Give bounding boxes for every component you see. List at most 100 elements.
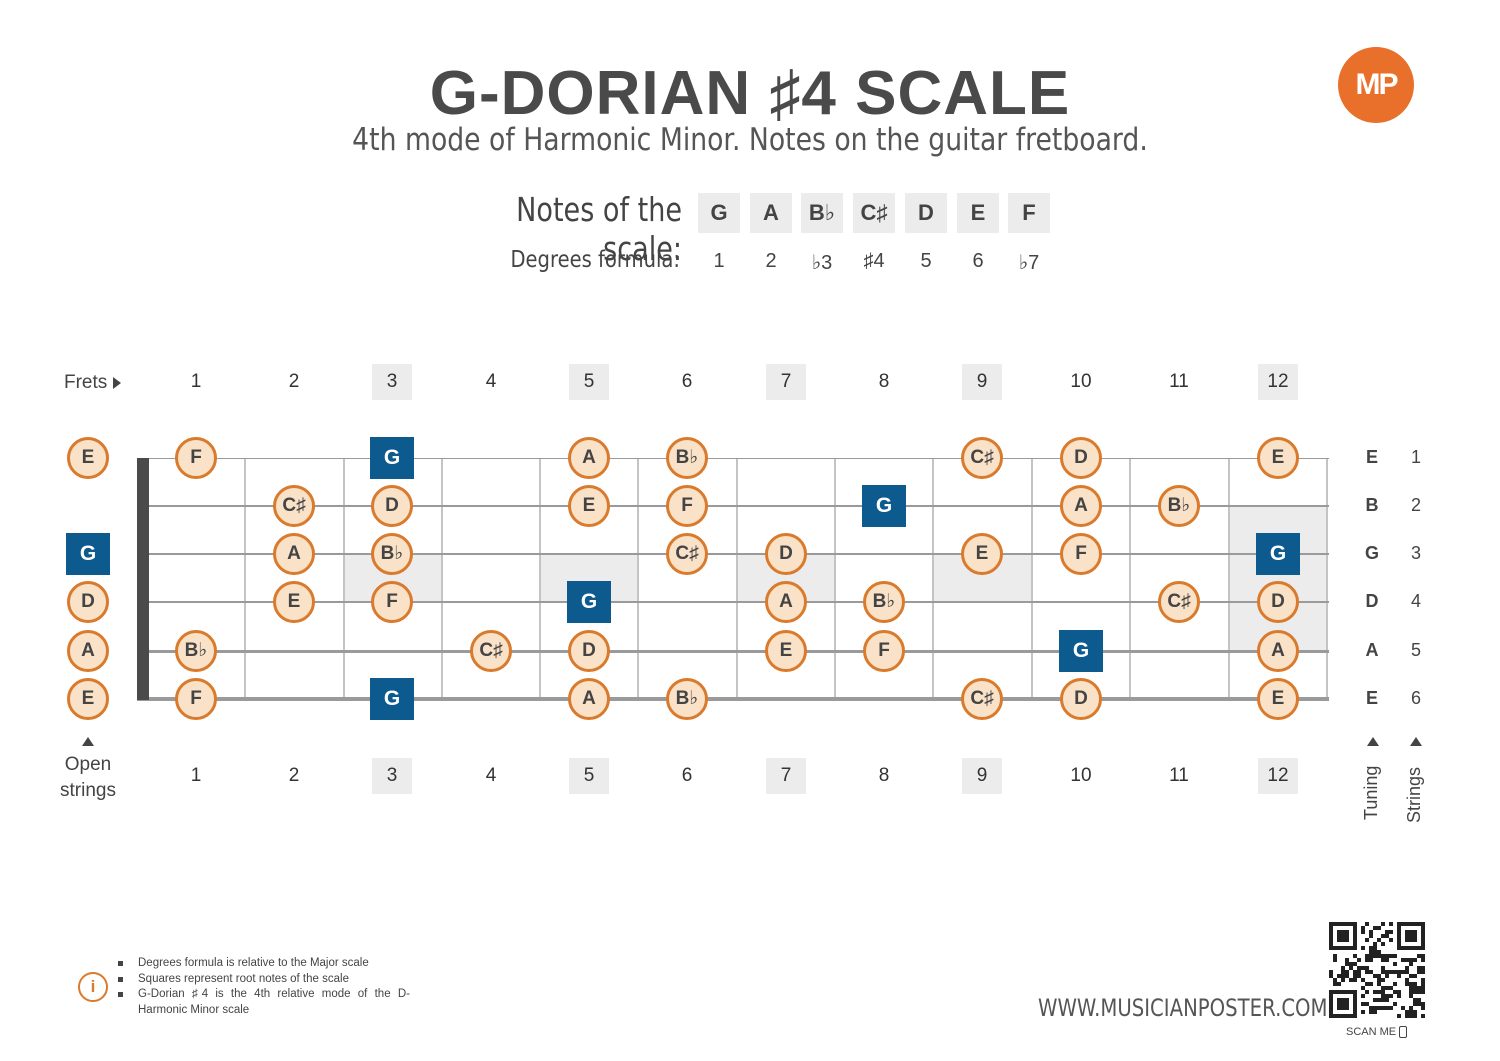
fret-number: 2 xyxy=(288,371,300,392)
notes-of-scale-label: Notes of the scale: xyxy=(516,190,682,268)
frets-label: Frets xyxy=(64,372,122,394)
bullet-icon xyxy=(118,976,123,982)
fret-number: 5 xyxy=(569,364,609,400)
fret-number: 7 xyxy=(766,758,806,794)
footnotes: Degrees formula is relative to the Major… xyxy=(118,956,410,1018)
tuning-note: E xyxy=(1365,447,1378,467)
strings-label: Strings xyxy=(1404,766,1424,823)
scale-note-box: E xyxy=(957,193,999,233)
fret-number: 6 xyxy=(681,765,693,786)
scale-note-circle: D xyxy=(67,581,109,623)
fret-line xyxy=(637,458,639,700)
footnote-item: Degrees formula is relative to the Major… xyxy=(118,956,410,972)
scale-note-circle: B♭ xyxy=(175,630,217,672)
scale-note-circle: E xyxy=(961,533,1003,575)
scale-degree: 2 xyxy=(765,250,777,272)
scale-note-circle: E xyxy=(273,581,315,623)
fret-line xyxy=(1031,458,1033,700)
fret-number: 8 xyxy=(878,371,890,392)
bullet-icon xyxy=(118,961,123,966)
scale-note-circle: D xyxy=(765,533,807,575)
fret-line xyxy=(1228,458,1230,700)
scale-note-circle: F xyxy=(863,630,905,672)
fret-line xyxy=(1326,458,1328,700)
string-number: 3 xyxy=(1410,543,1421,563)
fret-number: 9 xyxy=(962,758,1002,794)
scale-note-circle: A xyxy=(273,533,315,575)
scale-note-circle: E xyxy=(67,437,109,479)
fret-line xyxy=(736,458,738,700)
scale-note-circle: F xyxy=(666,485,708,527)
footnote-item: Squares represent root notes of the scal… xyxy=(118,972,410,988)
scale-note-circle: F xyxy=(371,581,413,623)
scale-degree: 1 xyxy=(713,250,725,272)
bullet-icon xyxy=(118,992,123,997)
string-number: 4 xyxy=(1410,591,1421,611)
scale-note-circle: C♯ xyxy=(961,437,1003,479)
tuning-note: G xyxy=(1364,543,1379,563)
scale-note-circle: C♯ xyxy=(961,678,1003,720)
scale-note-circle: A xyxy=(67,630,109,672)
root-note-square: G xyxy=(66,533,110,575)
footnote-text: Squares represent root notes of the scal… xyxy=(138,972,349,985)
fret-number: 5 xyxy=(569,758,609,794)
open-strings-label: Open strings xyxy=(60,754,116,801)
fret-number: 11 xyxy=(1169,371,1189,392)
fret-number: 4 xyxy=(485,765,497,786)
fret-line xyxy=(441,458,443,700)
fret-line xyxy=(834,458,836,700)
scale-note-box: D xyxy=(905,193,947,233)
fret-number: 3 xyxy=(372,758,412,794)
fret-number: 7 xyxy=(766,364,806,400)
arrow-up-icon xyxy=(1367,737,1379,746)
string-number: 5 xyxy=(1410,640,1421,660)
scale-degree: 5 xyxy=(920,250,932,272)
scale-degree: ♯4 xyxy=(863,250,885,272)
scale-note-circle: E xyxy=(1257,678,1299,720)
scale-note-circle: D xyxy=(1060,437,1102,479)
root-note-square: G xyxy=(1059,630,1103,672)
fret-number: 2 xyxy=(288,765,300,786)
footnote-text: Degrees formula is relative to the Major… xyxy=(138,957,369,969)
scale-note-box: C♯ xyxy=(853,193,895,233)
scale-note-circle: E xyxy=(765,630,807,672)
phone-icon xyxy=(1399,1026,1408,1039)
guitar-string xyxy=(137,457,1329,459)
guitar-string xyxy=(137,697,1329,701)
scale-note-circle: E xyxy=(568,485,610,527)
guitar-string xyxy=(137,553,1329,555)
scale-note-circle: F xyxy=(175,437,217,479)
scale-note-circle: D xyxy=(1257,581,1299,623)
footnote-item: G-Dorian ♯4 is the 4th relative mode of … xyxy=(118,987,410,1018)
fret-line xyxy=(932,458,934,700)
fret-number: 12 xyxy=(1258,758,1298,794)
root-note-square: G xyxy=(370,678,414,720)
fret-line xyxy=(539,458,541,700)
website-link[interactable]: WWW.MUSICIANPOSTER.COM xyxy=(1038,994,1328,1022)
fret-line xyxy=(244,458,246,700)
fret-line xyxy=(343,458,345,700)
musicianposter-logo[interactable]: MP xyxy=(1338,47,1414,123)
scale-note-circle: A xyxy=(1257,630,1299,672)
arrow-up-icon xyxy=(82,737,94,746)
degrees-formula-label: Degrees formula: xyxy=(510,247,680,273)
root-note-square: G xyxy=(567,581,611,623)
scale-note-circle: B♭ xyxy=(666,437,708,479)
qr-code-icon[interactable] xyxy=(1329,922,1425,1018)
fret-number: 4 xyxy=(485,371,497,392)
scale-note-circle: B♭ xyxy=(666,678,708,720)
scan-me-label: SCAN ME xyxy=(1346,1026,1408,1039)
scale-note-circle: B♭ xyxy=(863,581,905,623)
arrow-up-icon xyxy=(1410,737,1422,746)
scale-note-circle: F xyxy=(175,678,217,720)
nut xyxy=(137,458,149,700)
tuning-note: E xyxy=(1365,688,1378,708)
tuning-note: B xyxy=(1365,495,1379,515)
fret-number: 11 xyxy=(1169,765,1189,786)
fret-number: 9 xyxy=(962,364,1002,400)
scale-note-circle: C♯ xyxy=(470,630,512,672)
scale-note-circle: D xyxy=(568,630,610,672)
string-number: 1 xyxy=(1410,447,1421,467)
info-icon: i xyxy=(78,972,108,1002)
page-title: G-DORIAN ♯4 SCALE xyxy=(429,59,1071,128)
